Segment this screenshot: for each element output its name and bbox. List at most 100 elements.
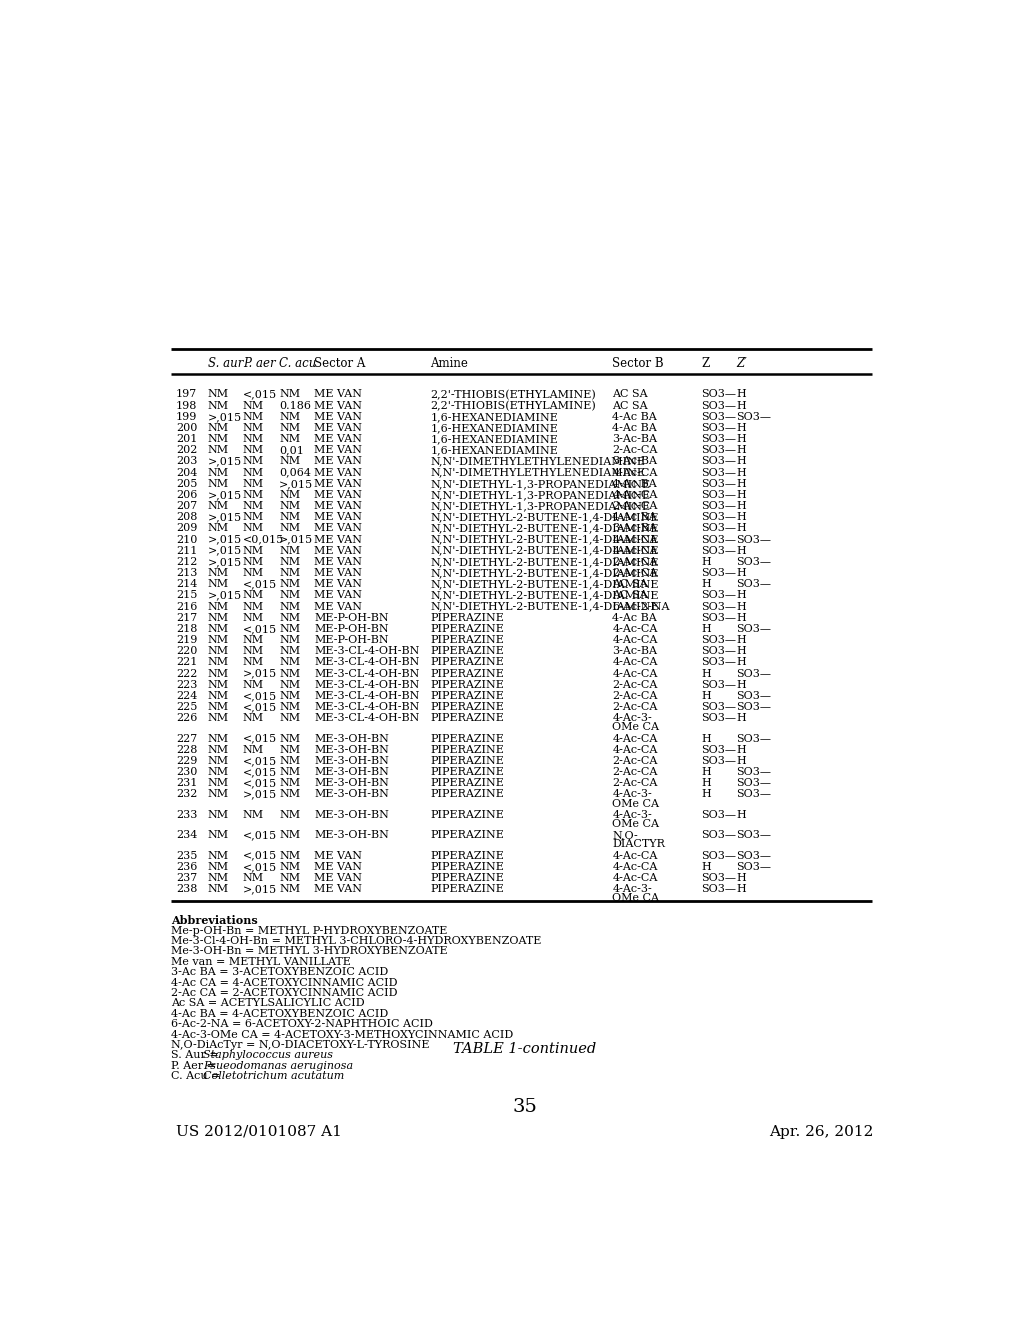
Text: SO3—: SO3—	[736, 789, 771, 800]
Text: 210: 210	[176, 535, 198, 545]
Text: 1,6-HEXANEDIAMINE: 1,6-HEXANEDIAMINE	[430, 445, 558, 455]
Text: NM: NM	[280, 512, 300, 523]
Text: PIPERAZINE: PIPERAZINE	[430, 884, 504, 894]
Text: 235: 235	[176, 850, 198, 861]
Text: NM: NM	[208, 668, 229, 678]
Text: 238: 238	[176, 884, 198, 894]
Text: NM: NM	[243, 479, 264, 488]
Text: 215: 215	[176, 590, 198, 601]
Text: N,N'-DIETHYL-2-BUTENE-1,4-DIAMINE: N,N'-DIETHYL-2-BUTENE-1,4-DIAMINE	[430, 524, 658, 533]
Text: PIPERAZINE: PIPERAZINE	[430, 647, 504, 656]
Text: NM: NM	[280, 789, 300, 800]
Text: H: H	[736, 467, 746, 478]
Text: ME VAN: ME VAN	[314, 535, 362, 545]
Text: 201: 201	[176, 434, 198, 444]
Text: 35: 35	[512, 1098, 538, 1115]
Text: NM: NM	[208, 568, 229, 578]
Text: PIPERAZINE: PIPERAZINE	[430, 690, 504, 701]
Text: 4-Ac-CA: 4-Ac-CA	[612, 467, 657, 478]
Text: Psueodomanas aeruginosa: Psueodomanas aeruginosa	[204, 1061, 353, 1071]
Text: SO3—: SO3—	[701, 568, 736, 578]
Text: ME-3-CL-4-OH-BN: ME-3-CL-4-OH-BN	[314, 647, 420, 656]
Text: 4-Ac BA: 4-Ac BA	[612, 422, 657, 433]
Text: SO3—: SO3—	[701, 524, 736, 533]
Text: H: H	[736, 502, 746, 511]
Text: H: H	[701, 767, 712, 777]
Text: <,015: <,015	[243, 830, 276, 841]
Text: 213: 213	[176, 568, 198, 578]
Text: ME-3-OH-BN: ME-3-OH-BN	[314, 744, 389, 755]
Text: N,O-: N,O-	[612, 830, 638, 841]
Text: H: H	[701, 579, 712, 589]
Text: H: H	[736, 457, 746, 466]
Text: N,N'-DIMETHYLETHYLENEDIAMINE: N,N'-DIMETHYLETHYLENEDIAMINE	[430, 457, 645, 466]
Text: 236: 236	[176, 862, 198, 871]
Text: NM: NM	[208, 884, 229, 894]
Text: <,015: <,015	[243, 624, 276, 634]
Text: NM: NM	[208, 647, 229, 656]
Text: 228: 228	[176, 744, 198, 755]
Text: SO3—: SO3—	[736, 830, 771, 841]
Text: ME VAN: ME VAN	[314, 579, 362, 589]
Text: NM: NM	[208, 680, 229, 689]
Text: <,015: <,015	[243, 767, 276, 777]
Text: SO3—: SO3—	[701, 457, 736, 466]
Text: NM: NM	[208, 612, 229, 623]
Text: N,N'-DIETHYL-2-BUTENE-1,4-DIAMINE: N,N'-DIETHYL-2-BUTENE-1,4-DIAMINE	[430, 545, 658, 556]
Text: PIPERAZINE: PIPERAZINE	[430, 624, 504, 634]
Text: Amine: Amine	[430, 358, 468, 370]
Text: SO3—: SO3—	[701, 479, 736, 488]
Text: ME-3-OH-BN: ME-3-OH-BN	[314, 756, 389, 766]
Text: >,015: >,015	[243, 668, 276, 678]
Text: H: H	[736, 602, 746, 611]
Text: >,015: >,015	[208, 590, 242, 601]
Text: H: H	[701, 862, 712, 871]
Text: 2-Ac-CA: 2-Ac-CA	[612, 779, 657, 788]
Text: NM: NM	[280, 830, 300, 841]
Text: 214: 214	[176, 579, 198, 589]
Text: SO3—: SO3—	[701, 702, 736, 711]
Text: ME VAN: ME VAN	[314, 479, 362, 488]
Text: H: H	[701, 668, 712, 678]
Text: SO3—: SO3—	[701, 850, 736, 861]
Text: H: H	[736, 612, 746, 623]
Text: SO3—: SO3—	[701, 512, 736, 523]
Text: SO3—: SO3—	[701, 412, 736, 421]
Text: <,015: <,015	[243, 702, 276, 711]
Text: ME VAN: ME VAN	[314, 412, 362, 421]
Text: NM: NM	[208, 756, 229, 766]
Text: PIPERAZINE: PIPERAZINE	[430, 702, 504, 711]
Text: SO3—: SO3—	[701, 744, 736, 755]
Text: SO3—: SO3—	[736, 767, 771, 777]
Text: 4-Ac-CA: 4-Ac-CA	[612, 535, 657, 545]
Text: ME-3-OH-BN: ME-3-OH-BN	[314, 789, 389, 800]
Text: 232: 232	[176, 789, 198, 800]
Text: N,N'-DIETHYL-2-BUTENE-1,4-DIAMINE: N,N'-DIETHYL-2-BUTENE-1,4-DIAMINE	[430, 579, 658, 589]
Text: Sector A: Sector A	[314, 358, 366, 370]
Text: SO3—: SO3—	[701, 680, 736, 689]
Text: 204: 204	[176, 467, 198, 478]
Text: NM: NM	[243, 412, 264, 421]
Text: ME VAN: ME VAN	[314, 502, 362, 511]
Text: 4-Ac-CA: 4-Ac-CA	[612, 873, 657, 883]
Text: NM: NM	[280, 624, 300, 634]
Text: P. aer: P. aer	[243, 358, 275, 370]
Text: 218: 218	[176, 624, 198, 634]
Text: SO3—: SO3—	[736, 734, 771, 743]
Text: 209: 209	[176, 524, 198, 533]
Text: NM: NM	[280, 756, 300, 766]
Text: NM: NM	[280, 502, 300, 511]
Text: H: H	[736, 434, 746, 444]
Text: NM: NM	[208, 779, 229, 788]
Text: 233: 233	[176, 810, 198, 820]
Text: >,015: >,015	[280, 535, 313, 545]
Text: ME-P-OH-BN: ME-P-OH-BN	[314, 612, 389, 623]
Text: 4-Ac BA: 4-Ac BA	[612, 479, 657, 488]
Text: NM: NM	[280, 873, 300, 883]
Text: SO3—: SO3—	[736, 668, 771, 678]
Text: NM: NM	[208, 400, 229, 411]
Text: N,N'-DIETHYL-2-BUTENE-1,4-DIAMINE: N,N'-DIETHYL-2-BUTENE-1,4-DIAMINE	[430, 557, 658, 566]
Text: ME VAN: ME VAN	[314, 862, 362, 871]
Text: <,015: <,015	[243, 862, 276, 871]
Text: 4-Ac-3-: 4-Ac-3-	[612, 884, 652, 894]
